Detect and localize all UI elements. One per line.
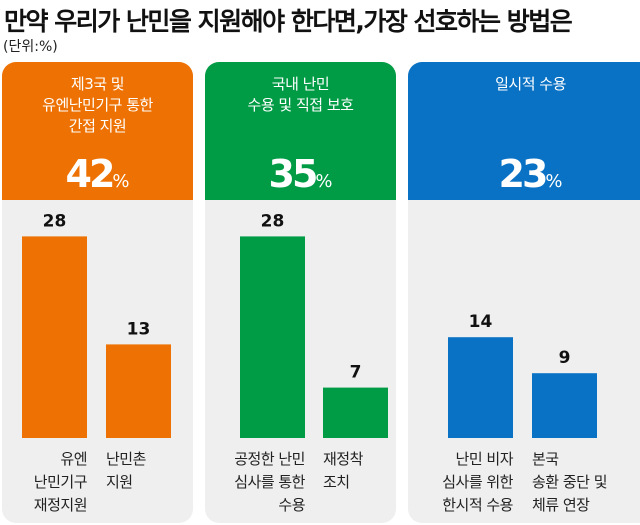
value-label: 28 — [261, 211, 285, 231]
group-total-value: 35 — [268, 152, 319, 196]
category-label: 공정한 난민 심사를 통한 수용 — [234, 450, 305, 514]
bar — [532, 373, 597, 438]
bar — [106, 344, 171, 438]
panel-domestic-protection: 국내 난민 수용 및 직접 보호 35% 28 공정한 난민 심사를 통한 수용 7 재정착 조… — [205, 62, 396, 523]
panel-temporary-acceptance: 일시적 수용 23% 14 난민 비자 심사를 위한 한시적 수용 9 본국 송환 중단 및 체류… — [408, 62, 640, 523]
value-label: 14 — [469, 312, 493, 332]
bar-chart: 28 유엔 난민기구 재정지원 13 난민촌 지원 — [22, 211, 171, 514]
group-label: 국내 난민 수용 및 직접 보호 — [247, 75, 354, 114]
group-total: 42% — [2, 152, 193, 196]
value-label: 7 — [350, 363, 362, 383]
category-label: 재정착 조치 — [323, 450, 364, 491]
bar — [323, 387, 388, 438]
panel-indirect-support: 제3국 및 유엔난민기구 통한 간접 지원 42% 28 유엔 난민기구 재정지원 13 난민… — [2, 62, 193, 523]
bar — [240, 236, 305, 438]
unit-label: (단위:%) — [3, 39, 58, 55]
bar — [22, 236, 87, 438]
group-header: 제3국 및 유엔난민기구 통한 간접 지원 42% — [2, 62, 193, 200]
percent-sign: % — [545, 171, 563, 192]
category-label: 본국 송환 중단 및 체류 연장 — [532, 450, 607, 514]
percent-sign: % — [315, 171, 333, 192]
group-label: 제3국 및 유엔난민기구 통한 간접 지원 — [42, 75, 153, 135]
group-total: 23% — [408, 152, 640, 196]
group-total: 35% — [205, 152, 396, 196]
value-label: 9 — [559, 348, 571, 368]
chart-title: 만약 우리가 난민을 지원해야 한다면,가장 선호하는 방법은 — [4, 7, 573, 36]
bar-chart: 14 난민 비자 심사를 위한 한시적 수용 9 본국 송환 중단 및 체류 연장 — [442, 312, 607, 514]
bar — [448, 337, 513, 438]
value-label: 13 — [127, 319, 151, 339]
category-label: 난민촌 지원 — [106, 450, 146, 491]
category-label: 난민 비자 심사를 위한 한시적 수용 — [442, 450, 513, 514]
group-label: 일시적 수용 — [495, 75, 566, 93]
group-header: 국내 난민 수용 및 직접 보호 35% — [205, 62, 396, 200]
percent-sign: % — [112, 171, 130, 192]
value-label: 28 — [43, 211, 67, 231]
bar-chart: 28 공정한 난민 심사를 통한 수용 7 재정착 조치 — [234, 211, 388, 514]
category-label: 유엔 난민기구 재정지원 — [34, 450, 87, 514]
group-total-value: 23 — [498, 152, 549, 196]
group-total-value: 42 — [65, 152, 116, 196]
group-header: 일시적 수용 23% — [408, 62, 640, 200]
